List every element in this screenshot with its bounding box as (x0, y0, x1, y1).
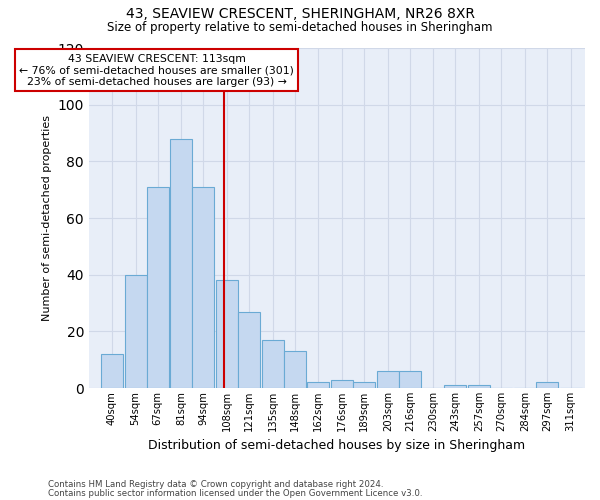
Bar (192, 187, 214, 388)
Text: 43, SEAVIEW CRESCENT, SHERINGHAM, NR26 8XR: 43, SEAVIEW CRESCENT, SHERINGHAM, NR26 8… (125, 8, 475, 22)
Bar (262, 340, 284, 388)
Bar (468, 385, 490, 388)
Y-axis label: Number of semi-detached properties: Number of semi-detached properties (42, 115, 52, 321)
Bar (307, 382, 329, 388)
Text: 43 SEAVIEW CRESCENT: 113sqm  
← 76% of semi-detached houses are smaller (301)
  : 43 SEAVIEW CRESCENT: 113sqm ← 76% of sem… (19, 54, 294, 87)
Bar (445, 385, 466, 388)
Bar (125, 274, 146, 388)
Text: Size of property relative to semi-detached houses in Sheringham: Size of property relative to semi-detach… (107, 21, 493, 34)
Text: Contains public sector information licensed under the Open Government Licence v3: Contains public sector information licen… (48, 488, 422, 498)
Bar (216, 280, 238, 388)
Text: Contains HM Land Registry data © Crown copyright and database right 2024.: Contains HM Land Registry data © Crown c… (48, 480, 383, 489)
Bar (101, 354, 123, 388)
Bar (353, 382, 375, 388)
Bar (536, 382, 558, 388)
Bar (399, 371, 421, 388)
Bar (170, 138, 192, 388)
Bar (284, 351, 305, 388)
Bar (238, 312, 260, 388)
Bar (146, 187, 169, 388)
Bar (377, 371, 399, 388)
Bar (331, 380, 353, 388)
X-axis label: Distribution of semi-detached houses by size in Sheringham: Distribution of semi-detached houses by … (148, 440, 526, 452)
